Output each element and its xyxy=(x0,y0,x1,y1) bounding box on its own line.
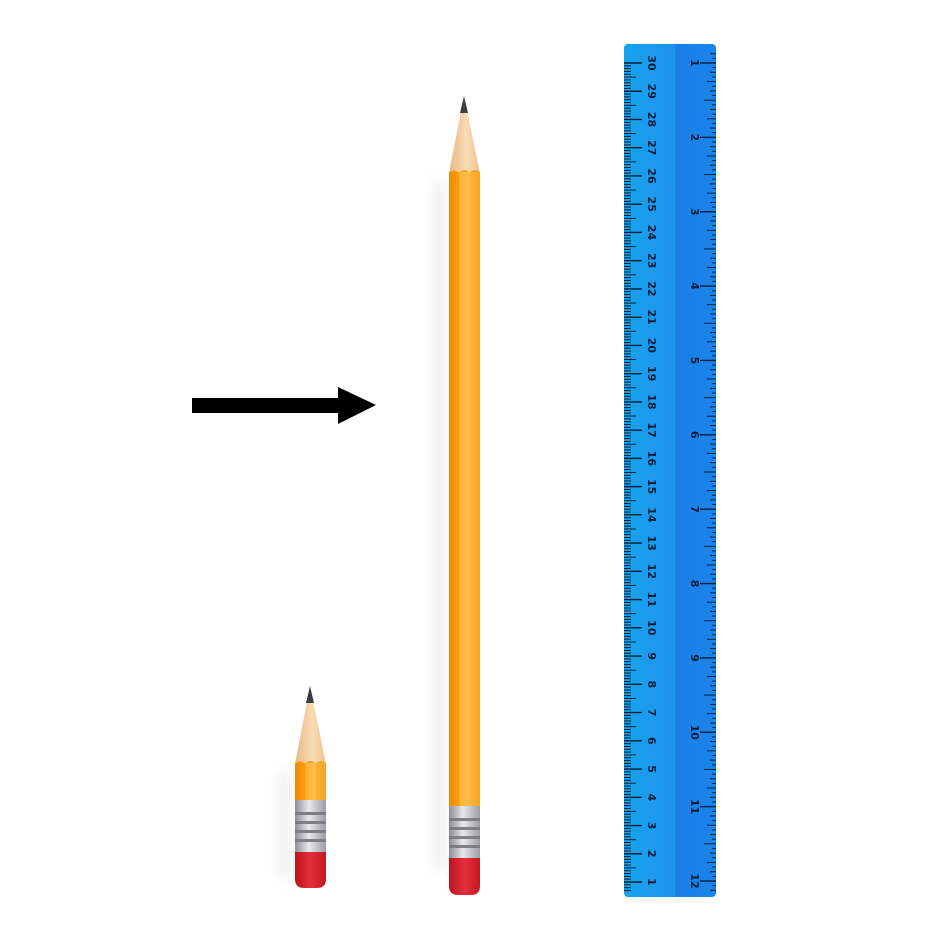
cm-label: 5 xyxy=(645,765,658,773)
short-pencil-eraser xyxy=(295,852,326,888)
cm-label: 20 xyxy=(645,338,658,354)
inch-label: 7 xyxy=(688,505,701,513)
cm-label: 11 xyxy=(645,592,658,607)
long-pencil xyxy=(432,96,480,895)
inch-label: 2 xyxy=(688,134,701,142)
cm-label: 7 xyxy=(645,709,658,717)
right-arrow-icon xyxy=(192,387,376,424)
cm-label: 12 xyxy=(645,564,658,579)
cm-label: 29 xyxy=(645,84,658,99)
inch-label: 8 xyxy=(688,580,701,588)
cm-label: 17 xyxy=(645,422,658,437)
cm-label: 28 xyxy=(645,112,658,127)
short-pencil-ferrule xyxy=(295,800,326,852)
cm-label: 14 xyxy=(645,507,658,523)
long-pencil-body xyxy=(449,172,480,806)
cm-label: 8 xyxy=(645,680,658,688)
long-pencil-lead xyxy=(460,96,468,113)
cm-label: 16 xyxy=(645,451,658,467)
cm-label: 27 xyxy=(645,140,658,155)
cm-label: 26 xyxy=(645,168,658,184)
cm-label: 21 xyxy=(645,310,658,325)
cm-label: 18 xyxy=(645,394,658,409)
long-pencil-ferrule xyxy=(449,806,480,858)
short-pencil-body xyxy=(295,763,326,800)
cm-label: 4 xyxy=(645,793,658,801)
cm-label: 6 xyxy=(645,737,658,745)
cm-label: 10 xyxy=(645,620,658,636)
short-pencil-lead xyxy=(306,686,314,703)
long-pencil-eraser xyxy=(449,858,480,895)
cm-label: 22 xyxy=(645,281,658,296)
inch-label: 9 xyxy=(688,654,701,662)
cm-label: 13 xyxy=(645,535,658,550)
inch-label: 11 xyxy=(688,799,701,814)
ruler-body xyxy=(624,44,716,897)
cm-scale: 1234567891011121314151617181920212223242… xyxy=(624,55,658,891)
cm-label: 24 xyxy=(645,225,658,241)
inch-label: 1 xyxy=(688,59,701,67)
cm-label: 9 xyxy=(645,652,658,660)
cm-label: 25 xyxy=(645,197,658,212)
short-pencil-tip xyxy=(295,686,326,764)
inch-label: 6 xyxy=(688,431,701,439)
cm-label: 19 xyxy=(645,366,658,381)
short-pencil xyxy=(278,686,326,888)
inch-label: 3 xyxy=(688,208,701,216)
long-pencil-tip xyxy=(449,96,480,173)
cm-label: 15 xyxy=(645,479,658,494)
cm-label: 2 xyxy=(645,850,658,858)
ruler: 1234567891011121314151617181920212223242… xyxy=(624,44,716,897)
inch-label: 12 xyxy=(688,873,701,888)
inch-label: 5 xyxy=(688,357,701,365)
cm-label: 1 xyxy=(645,878,658,886)
cm-label: 23 xyxy=(645,253,658,268)
inch-label: 4 xyxy=(688,282,701,290)
cm-label: 3 xyxy=(645,822,658,830)
inch-label: 10 xyxy=(688,725,701,741)
cm-label: 30 xyxy=(645,55,658,71)
